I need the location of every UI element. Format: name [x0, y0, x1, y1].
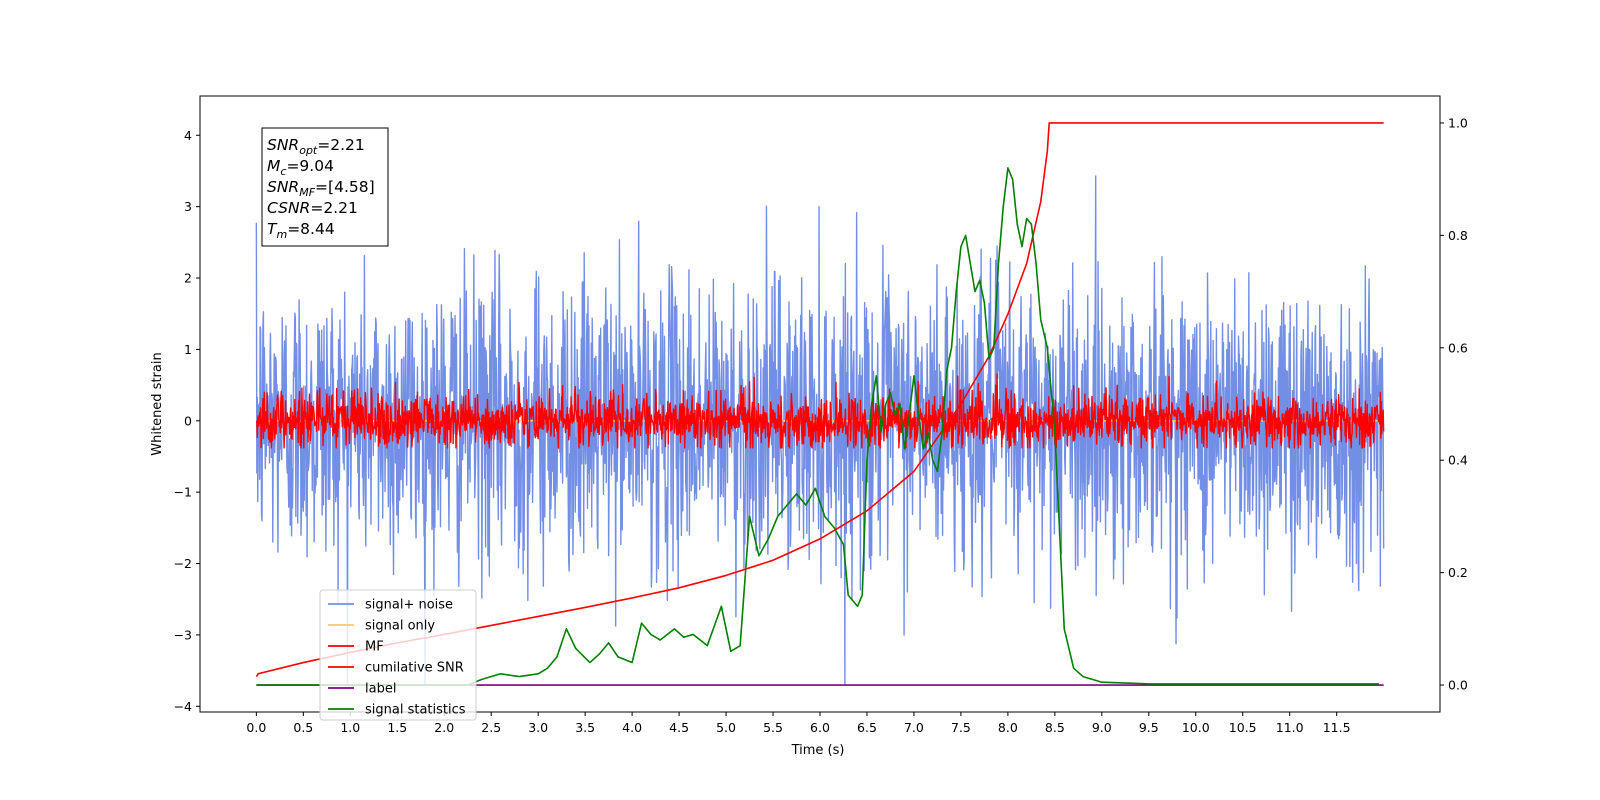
y2-tick-label: 0.0 [1448, 678, 1468, 693]
x-tick-label: 0.0 [246, 720, 266, 735]
y-tick-label: 1 [184, 342, 192, 357]
legend-label: signal only [365, 619, 435, 634]
legend-label: signal+ noise [365, 598, 453, 613]
x-tick-label: 10.0 [1182, 720, 1210, 735]
y2-tick-label: 1.0 [1448, 115, 1468, 130]
series-line-signal-noise [255, 175, 1385, 686]
x-tick-label: 3.0 [528, 720, 548, 735]
x-tick-label: 9.5 [1139, 720, 1159, 735]
legend: signal+ noise signal only MF cumilative SNR… [319, 589, 477, 721]
y2-tick-label: 0.8 [1448, 228, 1468, 243]
info-line: Tm=8.44 [267, 220, 335, 241]
y-tick-label: 4 [184, 128, 192, 143]
x-axis: 0.0 0.5 1.0 1.5 2.0 2.5 3.0 3.5 4.0 4.5 5.0 5.5 6.0 6… [246, 712, 1351, 735]
x-tick-label: 8.5 [1045, 720, 1065, 735]
x-tick-label: 11.5 [1323, 720, 1351, 735]
y2-tick-label: 0.4 [1448, 453, 1468, 468]
legend-label: label [365, 682, 396, 697]
x-tick-label: 10.5 [1229, 720, 1257, 735]
y-tick-label: 0 [184, 413, 192, 428]
y-tick-label: 2 [184, 271, 192, 286]
y-tick-label: 3 [184, 199, 192, 214]
x-tick-label: 7.0 [904, 720, 924, 735]
y-tick-label: −3 [174, 627, 192, 642]
x-tick-label: 5.5 [763, 720, 783, 735]
legend-label: MF [365, 640, 384, 655]
x-tick-label: 6.0 [810, 720, 830, 735]
y2-tick-label: 0.6 [1448, 340, 1468, 355]
y-tick-label: −4 [174, 699, 192, 714]
x-tick-label: 1.5 [387, 720, 407, 735]
x-tick-label: 0.5 [293, 720, 313, 735]
x-tick-label: 2.5 [481, 720, 501, 735]
info-line: CSNR=2.21 [267, 199, 358, 217]
x-tick-label: 3.5 [575, 720, 595, 735]
legend-label: cumilative SNR [365, 661, 464, 676]
x-tick-label: 2.0 [434, 720, 454, 735]
y-axis-right: 1.0 0.8 0.6 0.4 0.2 0.0 [1440, 115, 1468, 693]
y-axis-left: 4 3 2 1 0 −1 −2 −3 −4 [174, 128, 200, 714]
x-tick-label: 9.0 [1092, 720, 1112, 735]
x-tick-label: 8.0 [998, 720, 1018, 735]
x-tick-label: 4.5 [669, 720, 689, 735]
legend-label: signal statistics [365, 703, 466, 718]
x-tick-label: 5.0 [716, 720, 736, 735]
x-tick-label: 4.0 [622, 720, 642, 735]
info-line: Mc=9.04 [267, 157, 334, 178]
x-axis-label: Time (s) [791, 743, 845, 758]
y-tick-label: −2 [174, 556, 192, 571]
info-line: SNRopt=2.21 [267, 136, 365, 157]
legend-frame [319, 589, 477, 721]
y2-tick-label: 0.2 [1448, 565, 1468, 580]
y-axis-label: Whitened strain [150, 352, 165, 455]
info-line: SNRMF=[4.58] [267, 178, 375, 199]
x-tick-label: 1.0 [340, 720, 360, 735]
x-tick-label: 11.0 [1276, 720, 1304, 735]
series-line-signal-statistics [256, 167, 1379, 686]
x-tick-label: 7.5 [951, 720, 971, 735]
series-line-mf [255, 373, 1385, 449]
x-tick-label: 6.5 [857, 720, 877, 735]
y-tick-label: −1 [174, 485, 192, 500]
info-box-frame [261, 127, 389, 247]
